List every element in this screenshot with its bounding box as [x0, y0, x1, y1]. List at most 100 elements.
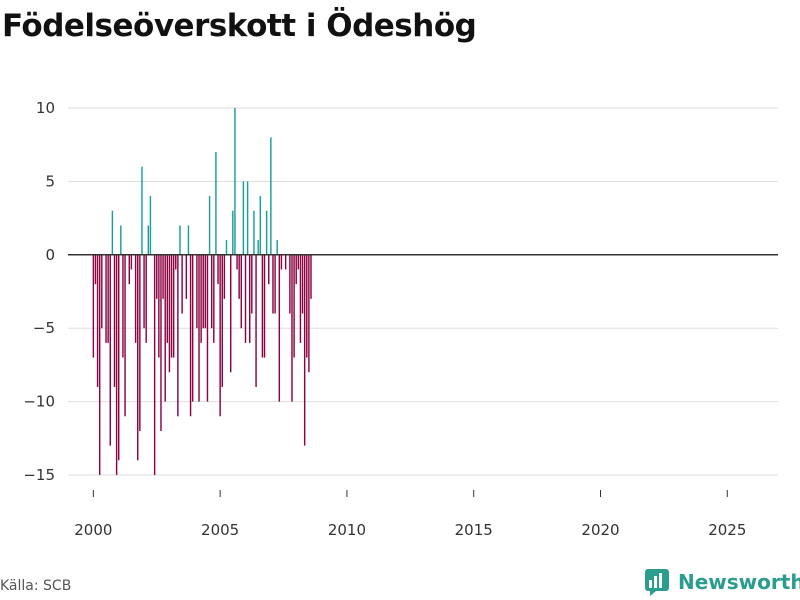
bar[interactable] — [117, 254, 120, 461]
bar[interactable] — [276, 240, 278, 255]
bar[interactable] — [310, 254, 312, 299]
bar[interactable] — [299, 254, 302, 343]
bar[interactable] — [229, 254, 232, 373]
bar[interactable] — [196, 254, 198, 329]
bar[interactable] — [270, 137, 272, 255]
bar[interactable] — [295, 254, 297, 285]
bar[interactable] — [105, 254, 107, 343]
bar[interactable] — [149, 196, 152, 255]
bars — [92, 108, 312, 475]
bar[interactable] — [278, 254, 281, 402]
bar[interactable] — [251, 254, 253, 314]
bar[interactable] — [113, 254, 116, 387]
bar[interactable] — [221, 254, 223, 387]
bar[interactable] — [187, 225, 190, 255]
bar[interactable] — [236, 254, 238, 270]
bar[interactable] — [217, 254, 219, 285]
bar[interactable] — [244, 254, 247, 343]
bar[interactable] — [111, 210, 114, 255]
bar[interactable] — [122, 254, 124, 358]
bar[interactable] — [200, 254, 202, 343]
bar[interactable] — [242, 181, 245, 255]
bar[interactable] — [94, 254, 97, 285]
bar[interactable] — [208, 196, 211, 255]
bar[interactable] — [130, 254, 133, 270]
bar[interactable] — [134, 254, 137, 343]
bar[interactable] — [160, 254, 162, 431]
bar[interactable] — [301, 254, 304, 314]
bar[interactable] — [265, 210, 268, 255]
bar[interactable] — [147, 225, 150, 255]
bar[interactable] — [168, 254, 171, 373]
bar[interactable] — [268, 254, 270, 285]
bar[interactable] — [101, 254, 103, 329]
bar[interactable] — [219, 254, 221, 417]
bar[interactable] — [145, 254, 147, 343]
bar[interactable] — [255, 254, 257, 387]
bar[interactable] — [246, 181, 249, 255]
bar[interactable] — [191, 254, 194, 402]
bar[interactable] — [274, 254, 276, 314]
bar[interactable] — [175, 254, 177, 270]
bar[interactable] — [303, 254, 306, 446]
bar[interactable] — [179, 225, 181, 255]
bar[interactable] — [210, 254, 213, 329]
bar[interactable] — [137, 254, 139, 461]
bar[interactable] — [272, 254, 274, 314]
y-tick-label: −5 — [33, 319, 55, 337]
bar[interactable] — [280, 254, 283, 270]
bar[interactable] — [223, 254, 226, 299]
bar[interactable] — [172, 254, 175, 358]
bar[interactable] — [120, 225, 122, 255]
bar[interactable] — [259, 196, 262, 255]
brand-logo[interactable]: Newsworthy — [644, 568, 800, 596]
bar[interactable] — [308, 254, 310, 373]
bar[interactable] — [206, 254, 209, 402]
bar[interactable] — [141, 166, 143, 255]
bar[interactable] — [107, 254, 109, 343]
bar[interactable] — [253, 210, 255, 255]
bar[interactable] — [170, 254, 173, 358]
bar[interactable] — [293, 254, 295, 358]
bar[interactable] — [204, 254, 207, 329]
bar[interactable] — [189, 254, 192, 417]
bar[interactable] — [249, 254, 251, 343]
bar[interactable] — [234, 108, 236, 255]
bar[interactable] — [139, 254, 141, 431]
bar[interactable] — [96, 254, 99, 387]
bar[interactable] — [291, 254, 293, 402]
bar[interactable] — [198, 254, 200, 402]
bar[interactable] — [202, 254, 204, 329]
bar[interactable] — [162, 254, 164, 299]
bar[interactable] — [261, 254, 264, 358]
bar[interactable] — [263, 254, 266, 358]
bar[interactable] — [166, 254, 169, 343]
bar[interactable] — [284, 254, 287, 270]
bar[interactable] — [225, 240, 228, 255]
grid-lines — [68, 107, 778, 476]
bar[interactable] — [124, 254, 126, 417]
bar[interactable] — [215, 152, 217, 255]
bar[interactable] — [98, 254, 101, 475]
bar[interactable] — [92, 254, 95, 358]
bar[interactable] — [185, 254, 188, 299]
bar[interactable] — [289, 254, 291, 314]
bar[interactable] — [213, 254, 215, 343]
bar[interactable] — [109, 254, 111, 446]
bar[interactable] — [240, 254, 242, 329]
bar[interactable] — [158, 254, 160, 358]
y-tick-label: −10 — [23, 393, 55, 411]
bar[interactable] — [238, 254, 240, 299]
bar[interactable] — [164, 254, 166, 402]
bar[interactable] — [153, 254, 156, 475]
bar[interactable] — [297, 254, 300, 270]
bar[interactable] — [257, 240, 259, 255]
bar[interactable] — [232, 210, 234, 255]
bar[interactable] — [156, 254, 158, 299]
bar[interactable] — [306, 254, 308, 358]
bar[interactable] — [177, 254, 179, 417]
bar[interactable] — [181, 254, 183, 314]
bar[interactable] — [115, 254, 118, 475]
bar[interactable] — [128, 254, 130, 285]
bar[interactable] — [143, 254, 145, 329]
